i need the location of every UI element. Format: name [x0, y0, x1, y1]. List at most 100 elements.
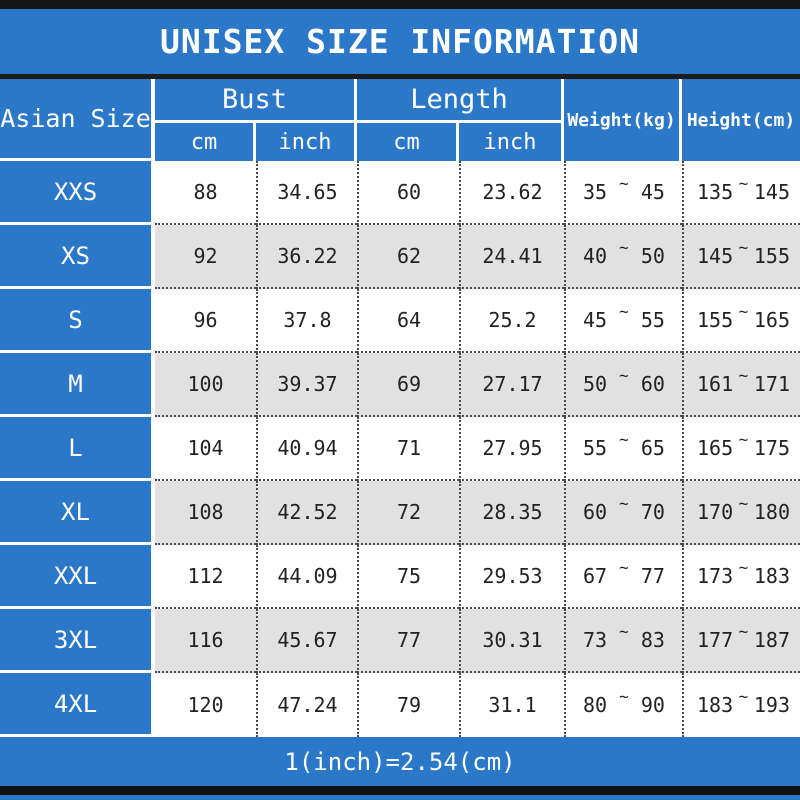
size-label: L: [0, 417, 155, 481]
table-row-xl: XL 108 42.52 72 28.35 60 ~70 170 ~180: [0, 481, 800, 545]
weight-min: 67: [583, 564, 608, 588]
height-max: 180: [753, 500, 790, 524]
weight-max: 60: [640, 372, 665, 396]
weight-min: 40: [583, 244, 608, 268]
length-cm-value: 69: [357, 353, 459, 417]
bust-cm-value: 96: [155, 289, 256, 353]
table-row-l: L 104 40.94 71 27.95 55 ~65 165 ~175: [0, 417, 800, 481]
bust-cm-value: 112: [155, 545, 256, 609]
tilde-separator: ~: [738, 429, 749, 449]
weight-range: 45 ~55: [564, 289, 682, 353]
length-inch-value: 27.17: [459, 353, 564, 417]
height-min: 145: [697, 244, 734, 268]
tilde-separator: ~: [738, 237, 749, 257]
height-range: 135 ~145: [682, 161, 800, 225]
table-row-4xl: 4XL 120 47.24 79 31.1 80 ~90 183 ~193: [0, 673, 800, 737]
subheader-length-inch: inch: [459, 123, 564, 161]
tilde-separator: ~: [619, 237, 629, 257]
subheader-bust-inch: inch: [256, 123, 357, 161]
column-header-length: Length: [357, 79, 564, 123]
weight-max: 77: [640, 564, 665, 588]
weight-range: 50 ~60: [564, 353, 682, 417]
tilde-separator: ~: [619, 301, 629, 321]
weight-min: 45: [583, 308, 608, 332]
weight-min: 35: [583, 180, 608, 204]
weight-max: 55: [640, 308, 665, 332]
bust-inch-value: 34.65: [256, 161, 357, 225]
height-max: 187: [753, 628, 790, 652]
length-inch-value: 30.31: [459, 609, 564, 673]
tilde-separator: ~: [738, 686, 749, 706]
height-min: 155: [697, 308, 734, 332]
tilde-separator: ~: [738, 365, 749, 385]
height-min: 170: [697, 500, 734, 524]
table-row-xxl: XXL 112 44.09 75 29.53 67 ~77 173 ~183: [0, 545, 800, 609]
bust-cm-value: 116: [155, 609, 256, 673]
height-max: 165: [753, 308, 790, 332]
subheader-length-cm: cm: [357, 123, 459, 161]
height-min: 135: [697, 180, 734, 204]
height-range: 161 ~171: [682, 353, 800, 417]
weight-min: 80: [583, 693, 608, 717]
column-header-height: Height(cm): [682, 79, 800, 161]
height-max: 193: [753, 693, 790, 717]
size-label: 4XL: [0, 673, 155, 737]
weight-min: 60: [583, 500, 608, 524]
height-max: 145: [753, 180, 790, 204]
weight-range: 67 ~77: [564, 545, 682, 609]
length-cm-value: 62: [357, 225, 459, 289]
height-min: 161: [697, 372, 734, 396]
tilde-separator: ~: [619, 686, 629, 706]
weight-min: 73: [583, 628, 608, 652]
length-inch-value: 29.53: [459, 545, 564, 609]
weight-max: 70: [640, 500, 665, 524]
length-cm-value: 75: [357, 545, 459, 609]
table-header: Asian Size Bust Length Weight(kg) Height…: [0, 79, 800, 161]
height-min: 177: [697, 628, 734, 652]
bust-inch-value: 40.94: [256, 417, 357, 481]
top-border-bar: [0, 0, 800, 9]
size-label: 3XL: [0, 609, 155, 673]
conversion-note: 1(inch)=2.54(cm): [284, 747, 516, 776]
table-row-xxs: XXS 88 34.65 60 23.62 35 ~45 135 ~145: [0, 161, 800, 225]
table-row-3xl: 3XL 116 45.67 77 30.31 73 ~83 177 ~187: [0, 609, 800, 673]
tilde-separator: ~: [619, 621, 629, 641]
length-cm-value: 77: [357, 609, 459, 673]
weight-range: 55 ~65: [564, 417, 682, 481]
weight-min: 55: [583, 436, 608, 460]
size-label: XXL: [0, 545, 155, 609]
bust-cm-value: 88: [155, 161, 256, 225]
tilde-separator: ~: [619, 365, 629, 385]
bust-inch-value: 42.52: [256, 481, 357, 545]
bust-inch-value: 39.37: [256, 353, 357, 417]
tilde-separator: ~: [619, 429, 629, 449]
weight-max: 65: [640, 436, 665, 460]
height-range: 173 ~183: [682, 545, 800, 609]
bust-inch-value: 36.22: [256, 225, 357, 289]
tilde-separator: ~: [738, 493, 749, 513]
length-inch-value: 24.41: [459, 225, 564, 289]
bust-cm-value: 108: [155, 481, 256, 545]
tilde-separator: ~: [619, 493, 629, 513]
height-range: 183 ~193: [682, 673, 800, 737]
length-inch-value: 31.1: [459, 673, 564, 737]
height-range: 155 ~165: [682, 289, 800, 353]
length-cm-value: 71: [357, 417, 459, 481]
weight-range: 60 ~70: [564, 481, 682, 545]
bust-cm-value: 100: [155, 353, 256, 417]
size-label: XXS: [0, 161, 155, 225]
weight-max: 90: [640, 693, 665, 717]
weight-range: 35 ~45: [564, 161, 682, 225]
length-inch-value: 27.95: [459, 417, 564, 481]
height-max: 175: [753, 436, 790, 460]
title-divider: [0, 74, 800, 79]
tilde-separator: ~: [738, 173, 749, 193]
weight-range: 73 ~83: [564, 609, 682, 673]
column-header-weight: Weight(kg): [564, 79, 682, 161]
bottom-edge-sliver: [0, 795, 800, 800]
height-range: 145 ~155: [682, 225, 800, 289]
bust-cm-value: 92: [155, 225, 256, 289]
length-inch-value: 25.2: [459, 289, 564, 353]
height-max: 171: [753, 372, 790, 396]
